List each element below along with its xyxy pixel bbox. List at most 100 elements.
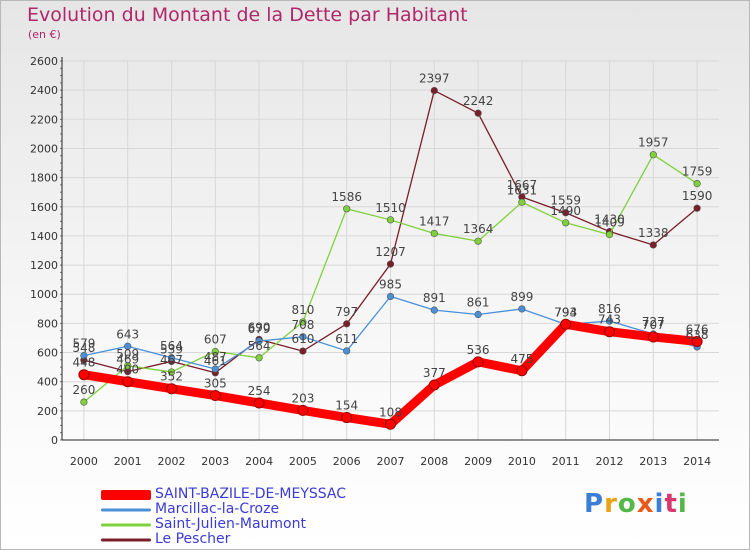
data-label: 1338 (638, 226, 669, 240)
x-tick-label: 2007 (377, 455, 405, 468)
x-tick-label: 2008 (420, 455, 448, 468)
data-label: 260 (72, 383, 95, 397)
data-label: 579 (72, 337, 95, 351)
legend-swatch (101, 508, 151, 511)
x-tick-label: 2006 (333, 455, 361, 468)
data-point (430, 306, 438, 314)
data-label: 1510 (375, 201, 406, 215)
data-label: 108 (379, 405, 402, 419)
data-label: 1364 (463, 222, 494, 236)
data-point (428, 379, 440, 391)
data-label: 1667 (507, 178, 538, 192)
data-label: 509 (116, 347, 139, 361)
data-label: 707 (642, 318, 665, 332)
data-label: 610 (291, 332, 314, 346)
legend-swatch (101, 538, 151, 541)
legend-swatch (101, 489, 151, 500)
data-point (299, 333, 307, 341)
data-label: 2242 (463, 94, 494, 108)
data-label: 611 (335, 332, 358, 346)
data-point (649, 241, 657, 249)
data-label: 564 (160, 339, 183, 353)
data-point (562, 209, 570, 217)
x-tick-label: 2002 (158, 455, 186, 468)
legend-swatch (101, 523, 151, 526)
data-label: 643 (116, 327, 139, 341)
data-point (124, 362, 132, 370)
data-label: 679 (248, 322, 271, 336)
x-tick-label: 2005 (289, 455, 317, 468)
chart-title: Evolution du Montant de la Dette par Hab… (27, 4, 468, 26)
data-label: 676 (686, 322, 709, 336)
data-label: 1586 (331, 190, 362, 204)
data-point (649, 151, 657, 159)
data-point (299, 347, 307, 355)
data-label: 254 (248, 384, 271, 398)
x-tick-label: 2001 (114, 455, 142, 468)
data-point (516, 365, 528, 377)
data-label: 1590 (682, 189, 713, 203)
data-point (297, 404, 309, 416)
y-tick-label: 1200 (30, 259, 58, 272)
x-tick-label: 2012 (596, 455, 624, 468)
data-point (78, 369, 90, 381)
data-label: 467 (160, 353, 183, 367)
data-label: 899 (510, 290, 533, 304)
y-tick-label: 1000 (30, 288, 58, 301)
data-label: 985 (379, 277, 402, 291)
data-label: 203 (291, 391, 314, 405)
data-point (386, 292, 395, 301)
data-point (560, 318, 572, 330)
data-label: 564 (248, 339, 271, 353)
data-label: 2397 (419, 72, 450, 86)
y-tick-label: 2400 (30, 84, 58, 97)
data-label: 1430 (594, 213, 625, 227)
series-lines (78, 86, 703, 430)
data-label: 539 (160, 342, 183, 356)
data-label: 727 (642, 315, 665, 329)
data-label: 377 (423, 366, 446, 380)
data-point (474, 310, 482, 319)
data-point (604, 326, 615, 338)
data-point (343, 320, 351, 328)
data-label: 1631 (507, 183, 538, 197)
data-point (474, 237, 482, 245)
data-label: 607 (204, 333, 227, 347)
data-label: 891 (423, 291, 446, 305)
data-point (386, 260, 395, 268)
data-label: 487 (204, 350, 227, 364)
y-tick-label: 1600 (30, 201, 58, 214)
legend-label: Saint-Julien-Maumont (155, 516, 306, 532)
x-tick-label: 2003 (201, 455, 229, 468)
legend-label: Marcillac-la-Croze (155, 501, 280, 517)
data-point (691, 335, 703, 347)
data-point (647, 331, 659, 343)
data-label: 1759 (682, 165, 713, 179)
data-label: 154 (335, 399, 358, 413)
data-point (386, 216, 395, 224)
x-tick-label: 2011 (552, 455, 580, 468)
data-label: 352 (160, 370, 183, 384)
data-label: 794 (554, 305, 577, 319)
data-point (80, 351, 88, 360)
data-point (299, 318, 307, 326)
data-point (211, 365, 219, 373)
x-tick-label: 2014 (683, 455, 711, 468)
x-tick-label: 2000 (70, 455, 98, 468)
y-tick-label: 0 (51, 434, 58, 447)
y-tick-label: 2200 (30, 113, 58, 126)
data-point (343, 347, 351, 355)
data-label: 461 (204, 354, 227, 368)
data-point (253, 397, 265, 409)
data-point (430, 229, 438, 238)
data-point (167, 354, 176, 362)
data-point (472, 356, 484, 368)
data-point (341, 412, 353, 424)
axes: 0 200 400 600 800 1000 1200 1400 1600 1800 2000 220… (30, 55, 719, 468)
data-point (605, 231, 614, 239)
data-label: 1207 (375, 245, 406, 259)
data-point (80, 398, 88, 406)
y-tick-label: 1800 (30, 172, 58, 185)
